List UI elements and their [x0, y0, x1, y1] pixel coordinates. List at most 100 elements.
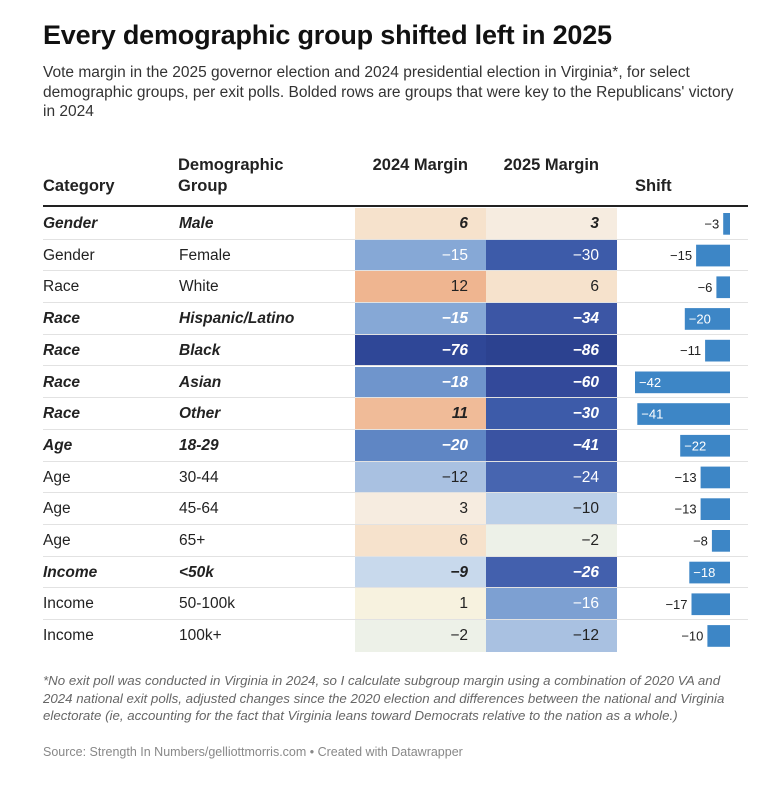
row-separator: [43, 302, 748, 304]
cell-2025-margin-value: −30: [572, 246, 599, 264]
cell-2024-margin-value: −12: [441, 468, 468, 486]
shift-label: −10: [681, 628, 703, 643]
cell-2024-margin-value: 11: [451, 405, 468, 423]
cell-2024-margin-value: 1: [459, 595, 468, 613]
cell-2024-margin: 3: [355, 493, 486, 525]
cell-2025-margin: −16: [486, 588, 617, 621]
row-separator: [43, 397, 748, 399]
shift-label: −17: [665, 597, 687, 612]
shift-bar: [635, 371, 730, 394]
cell-group: Asian: [179, 373, 222, 391]
row-separator: [43, 555, 748, 557]
shift-label: −22: [684, 438, 706, 453]
cell-category: Income: [43, 627, 94, 645]
cell-category: Age: [43, 500, 71, 518]
table-row: Race Asian −18 −60: [0, 366, 773, 399]
header-rule: [43, 205, 748, 207]
chart-title: Every demographic group shifted left in …: [43, 20, 612, 50]
cell-category: Gender: [43, 215, 98, 232]
cell-2024-margin-value: 12: [450, 278, 468, 296]
row-separator: [43, 428, 748, 430]
table-row: Income 50-100k 1 −16: [0, 588, 773, 621]
cell-group: 100k+: [179, 627, 222, 645]
cell-category: Age: [43, 468, 71, 486]
shift-bar: [700, 466, 730, 489]
cell-2024-margin-value: 3: [459, 500, 468, 518]
cell-2025-margin-value: −86: [572, 341, 599, 359]
cell-category: Age: [43, 532, 71, 549]
column-header-2025-margin: 2025 Margin: [503, 156, 599, 174]
cell-2025-margin: −10: [486, 493, 617, 525]
row-separator: [43, 587, 748, 589]
cell-2024-margin-value: −20: [441, 436, 468, 454]
row-separator: [43, 270, 748, 272]
cell-category: Income: [43, 595, 94, 613]
shift-label: −13: [675, 502, 697, 517]
shift-bar: [637, 403, 730, 425]
table-row: Age 30-44 −12 −24: [0, 461, 773, 494]
cell-group: Hispanic/Latino: [179, 310, 295, 328]
shift-label: −13: [675, 470, 697, 485]
shift-bar: [696, 244, 730, 267]
cell-2024-margin: 6: [355, 525, 486, 557]
cell-category: Race: [43, 373, 81, 391]
cell-2025-margin: −26: [486, 556, 617, 589]
row-separator: [43, 238, 748, 240]
cell-2025-margin: −30: [486, 398, 617, 430]
row-separator: [43, 365, 748, 367]
footnote: *No exit poll was conducted in Virginia …: [43, 673, 725, 723]
cell-2024-margin: −18: [355, 366, 486, 399]
cell-2025-margin-value: −41: [572, 436, 599, 454]
shift-bar: [680, 434, 730, 457]
cell-2024-margin: −15: [355, 303, 486, 335]
table-row: Age 18-29 −20 −41: [0, 429, 773, 462]
cell-group: 50-100k: [179, 595, 236, 613]
shift-bar: [723, 213, 730, 235]
cell-2025-margin: −30: [486, 239, 617, 272]
shift-bar: [711, 530, 730, 552]
cell-2025-margin: 6: [486, 271, 617, 304]
table-row: Income <50k −9 −26: [0, 556, 773, 589]
cell-group: 65+: [179, 532, 206, 549]
shift-label: −41: [641, 407, 663, 422]
table-row: Race Hispanic/Latino −15 −34: [0, 303, 773, 335]
shift-bar: [691, 593, 730, 616]
cell-2024-margin: −76: [355, 334, 486, 367]
cell-category: Race: [43, 278, 80, 296]
shift-bar: [689, 561, 730, 584]
cell-category: Race: [43, 310, 81, 328]
cell-group: Female: [179, 246, 231, 264]
cell-2025-margin-value: −30: [572, 405, 599, 423]
cell-2024-margin: 1: [355, 588, 486, 621]
row-separator: [43, 460, 748, 462]
cell-2024-margin: −15: [355, 239, 486, 272]
cell-2024-margin-value: −15: [441, 310, 468, 328]
cell-2025-margin-value: 6: [590, 278, 599, 296]
cell-category: Gender: [43, 246, 95, 264]
table-row: Gender Female −15 −30: [0, 239, 773, 272]
cell-2024-margin-value: −76: [441, 341, 468, 359]
cell-2025-margin: −2: [486, 525, 617, 557]
shift-label: −6: [698, 280, 713, 295]
cell-2025-margin: 3: [486, 208, 617, 240]
column-header-shift: Shift: [635, 177, 672, 195]
cell-category: Income: [43, 563, 98, 581]
cell-2025-margin: −24: [486, 461, 617, 494]
table-row: Race Black −76 −86: [0, 334, 773, 367]
shift-label: −8: [693, 533, 708, 548]
cell-2025-margin-value: −26: [572, 563, 599, 581]
cell-2024-margin: −9: [355, 556, 486, 589]
cell-2025-margin: −60: [486, 366, 617, 399]
shift-label: −3: [704, 216, 719, 231]
shift-label: −20: [689, 311, 711, 326]
table-row: Race White 12 6: [0, 271, 773, 304]
cell-2024-margin: −20: [355, 429, 486, 462]
cell-2025-margin-value: −10: [572, 500, 599, 518]
cell-group: 18-29: [179, 436, 219, 454]
cell-2025-margin-value: −24: [572, 468, 599, 486]
row-separator: [43, 619, 748, 621]
cell-2025-margin-value: −60: [572, 373, 599, 391]
cell-2025-margin: −41: [486, 429, 617, 462]
row-separator: [43, 492, 748, 494]
shift-bars: −3 −15 −6 −20 −11 −42 −41 −22 −13 −13 −8 −18 −17 −10: [635, 213, 730, 647]
